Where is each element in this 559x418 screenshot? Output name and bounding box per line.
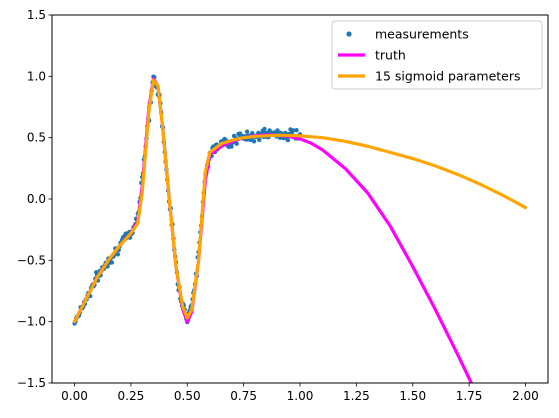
- measurement-point: [290, 128, 296, 133]
- x-tick-label: 1.25: [343, 389, 370, 403]
- measurement-point: [115, 252, 121, 257]
- legend-label: truth: [375, 48, 406, 63]
- x-tick-label: 1.50: [399, 389, 426, 403]
- measurement-point: [294, 127, 299, 133]
- measurement-point: [244, 129, 250, 134]
- y-axis: −1.5 −1.0 −0.5 0.0 0.5 1.0 1.5: [17, 8, 52, 390]
- measurement-point: [234, 141, 239, 146]
- measurement-point: [257, 137, 262, 143]
- series-line-15-sigmoid-parameters: [72, 78, 528, 324]
- legend-label: measurements: [375, 27, 469, 42]
- measurement-point: [285, 137, 291, 143]
- measurements-series: [72, 74, 303, 326]
- y-tick-label: −1.5: [17, 376, 46, 390]
- measurement-point: [109, 260, 115, 265]
- y-tick-label: 1.0: [27, 69, 46, 83]
- x-tick-label: 1.75: [456, 389, 483, 403]
- line-series: [72, 77, 528, 383]
- legend-marker: [346, 31, 352, 37]
- x-tick-label: 2.00: [512, 389, 539, 403]
- x-tick-label: 0.50: [174, 389, 201, 403]
- legend: measurements truth 15 sigmoid parameters: [331, 20, 543, 90]
- x-tick-label: 1.00: [287, 389, 314, 403]
- legend-label: 15 sigmoid parameters: [375, 69, 521, 84]
- x-tick-label: 0.25: [118, 389, 145, 403]
- y-tick-label: 0.5: [27, 131, 46, 145]
- measurement-point: [229, 144, 234, 149]
- measurement-point: [262, 126, 267, 132]
- y-tick-label: −1.0: [17, 315, 46, 329]
- measurement-point: [251, 139, 257, 144]
- y-tick-label: −0.5: [17, 253, 46, 267]
- x-tick-label: 0.00: [61, 389, 88, 403]
- y-tick-label: 1.5: [27, 8, 46, 22]
- x-tick-label: 0.75: [230, 389, 257, 403]
- x-axis: 0.00 0.25 0.50 0.75 1.00 1.25 1.50 1.75 2.00: [61, 383, 539, 403]
- y-tick-label: 0.0: [27, 192, 46, 206]
- legend-box: [331, 20, 543, 90]
